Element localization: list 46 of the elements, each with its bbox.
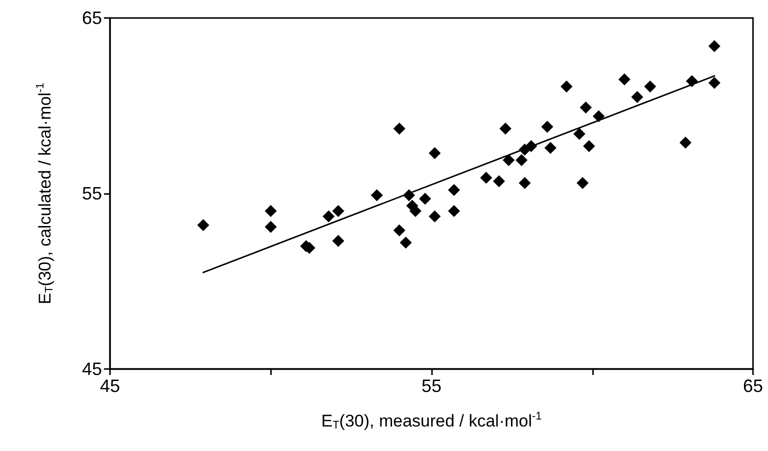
point	[493, 175, 506, 188]
point	[560, 80, 573, 92]
y-tick-label: 55	[82, 184, 102, 204]
point	[402, 189, 415, 202]
point	[541, 120, 554, 133]
x-tick-label: 65	[742, 376, 764, 396]
y-tick-label: 45	[82, 359, 102, 379]
point	[576, 176, 589, 189]
x-tick-label: 45	[100, 376, 120, 396]
point	[686, 75, 698, 88]
point	[580, 102, 592, 114]
point	[448, 184, 460, 196]
point	[332, 205, 344, 218]
point	[393, 122, 406, 135]
point	[679, 136, 692, 149]
point	[592, 110, 605, 122]
point	[583, 140, 596, 152]
point	[332, 234, 344, 247]
point	[322, 210, 335, 222]
point	[499, 122, 512, 135]
point	[419, 192, 432, 205]
point	[644, 80, 656, 92]
point	[518, 176, 531, 189]
point	[516, 154, 528, 166]
point	[409, 205, 422, 218]
point	[428, 210, 441, 222]
point	[573, 128, 586, 140]
point	[448, 205, 460, 218]
point	[502, 154, 515, 166]
point	[708, 40, 720, 52]
point	[631, 90, 644, 103]
point	[370, 189, 383, 202]
point	[428, 147, 441, 160]
point	[544, 142, 556, 154]
x-tick-label: 55	[421, 376, 442, 396]
point	[393, 224, 406, 236]
y-tick-label: 65	[82, 8, 102, 28]
y-axis-title: ET(30), calculated / kcal·mol-1	[34, 82, 56, 304]
point	[525, 140, 538, 152]
point	[264, 220, 277, 233]
point	[618, 73, 630, 86]
point	[197, 219, 210, 232]
point	[480, 172, 492, 184]
point	[264, 205, 277, 218]
point	[708, 76, 720, 89]
point	[400, 236, 412, 249]
